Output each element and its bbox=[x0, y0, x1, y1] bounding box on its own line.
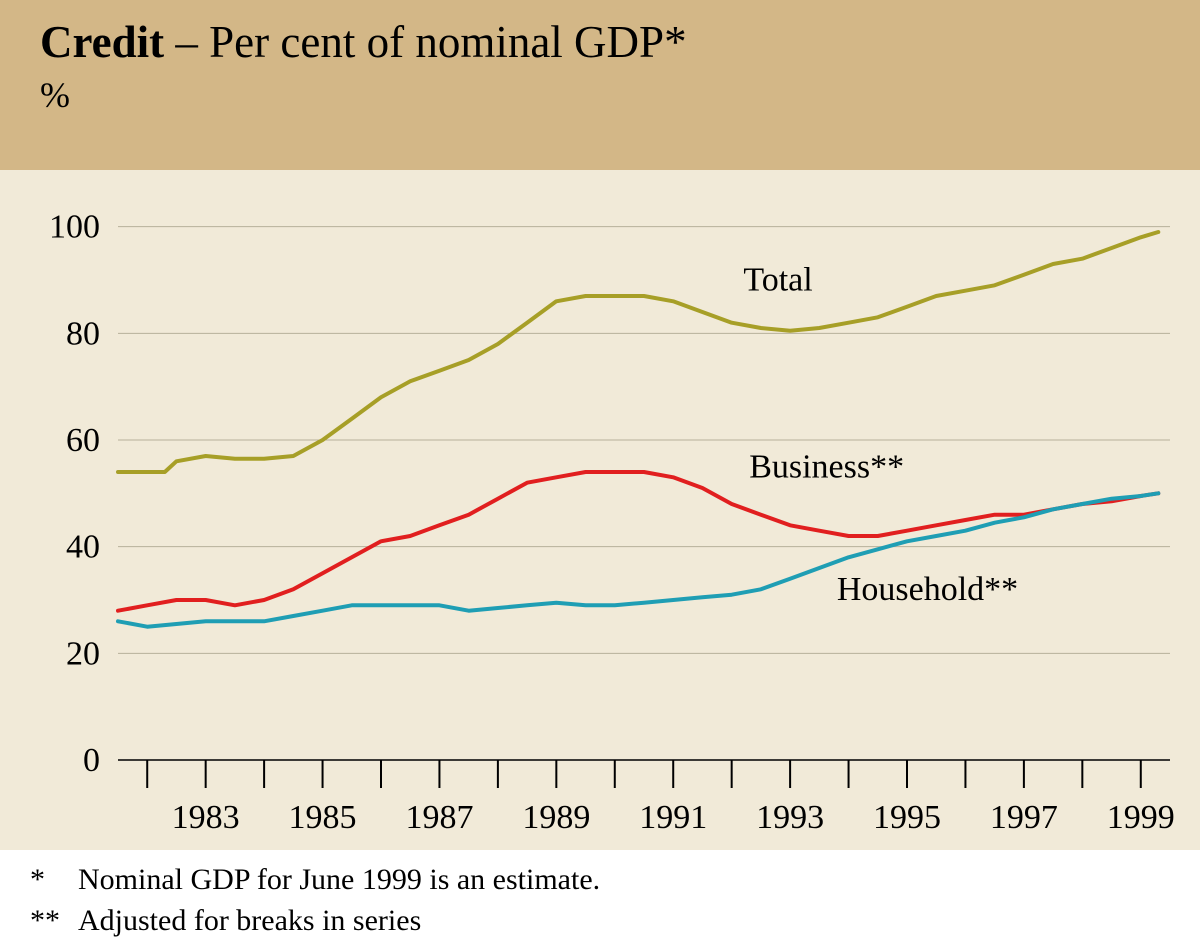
footnote-row: **Adjusted for breaks in series bbox=[30, 901, 1170, 942]
x-tick-label: 1985 bbox=[289, 799, 357, 836]
y-tick-label: 40 bbox=[66, 529, 100, 566]
series-label: Household** bbox=[837, 571, 1018, 608]
y-tick-label: 0 bbox=[83, 742, 100, 779]
footnote-text: Nominal GDP for June 1999 is an estimate… bbox=[78, 860, 600, 901]
x-tick-label: 1987 bbox=[405, 799, 473, 836]
footnote-text: Adjusted for breaks in series bbox=[78, 901, 421, 942]
y-tick-label: 20 bbox=[66, 635, 100, 672]
y-tick-label: 100 bbox=[49, 209, 100, 246]
chart-svg: 0 20 40 60 80 100 1983 1985 1987 1989 1991 1993 1995… bbox=[0, 170, 1200, 850]
x-tick-label: 1983 bbox=[172, 799, 240, 836]
x-tick-label: 1999 bbox=[1107, 799, 1175, 836]
chart-header: Credit – Per cent of nominal GDP* % bbox=[0, 0, 1200, 170]
title-dash: – bbox=[164, 17, 209, 67]
chart-plot: 0 20 40 60 80 100 1983 1985 1987 1989 1991 1993 1995… bbox=[0, 170, 1200, 850]
x-tick-label: 1989 bbox=[522, 799, 590, 836]
footnote-symbol: * bbox=[30, 860, 78, 901]
chart-footnotes: *Nominal GDP for June 1999 is an estimat… bbox=[0, 850, 1200, 941]
x-tick-label: 1991 bbox=[639, 799, 707, 836]
series-label: Business** bbox=[749, 448, 904, 485]
credit-chart: Credit – Per cent of nominal GDP* % 0 20 4… bbox=[0, 0, 1200, 941]
y-tick-label: 60 bbox=[66, 422, 100, 459]
x-tick-label: 1997 bbox=[990, 799, 1058, 836]
series-label: Total bbox=[743, 262, 812, 299]
footnote-symbol: ** bbox=[30, 901, 78, 942]
title-rest: Per cent of nominal GDP* bbox=[209, 17, 686, 67]
footnote-row: *Nominal GDP for June 1999 is an estimat… bbox=[30, 860, 1170, 901]
x-tick-label: 1993 bbox=[756, 799, 824, 836]
y-tick-label: 80 bbox=[66, 315, 100, 352]
chart-title: Credit – Per cent of nominal GDP* bbox=[40, 18, 1160, 68]
x-tick-label: 1995 bbox=[873, 799, 941, 836]
y-unit-label: % bbox=[40, 74, 1160, 116]
title-bold: Credit bbox=[40, 17, 164, 67]
